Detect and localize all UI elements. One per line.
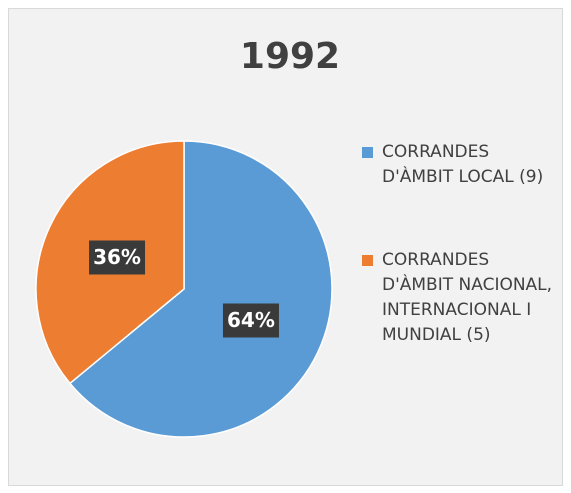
legend-item: CORRANDES D'ÀMBIT LOCAL (9) <box>362 140 557 190</box>
data-label-box <box>222 303 279 338</box>
legend-label: CORRANDES D'ÀMBIT NACIONAL, INTERNACIONA… <box>382 250 553 345</box>
data-label-box <box>89 240 146 275</box>
legend: CORRANDES D'ÀMBIT LOCAL (9) CORRANDES D'À… <box>362 140 557 370</box>
chart-title: 1992 <box>240 36 340 77</box>
data-label: 36% <box>93 245 141 269</box>
legend-swatch <box>362 255 373 266</box>
legend-item: CORRANDES D'ÀMBIT NACIONAL, INTERNACIONA… <box>362 248 557 348</box>
pie-slice <box>68 140 333 438</box>
legend-label: CORRANDES D'ÀMBIT LOCAL (9) <box>382 142 544 187</box>
legend-swatch <box>362 147 373 158</box>
data-label: 64% <box>227 308 275 332</box>
